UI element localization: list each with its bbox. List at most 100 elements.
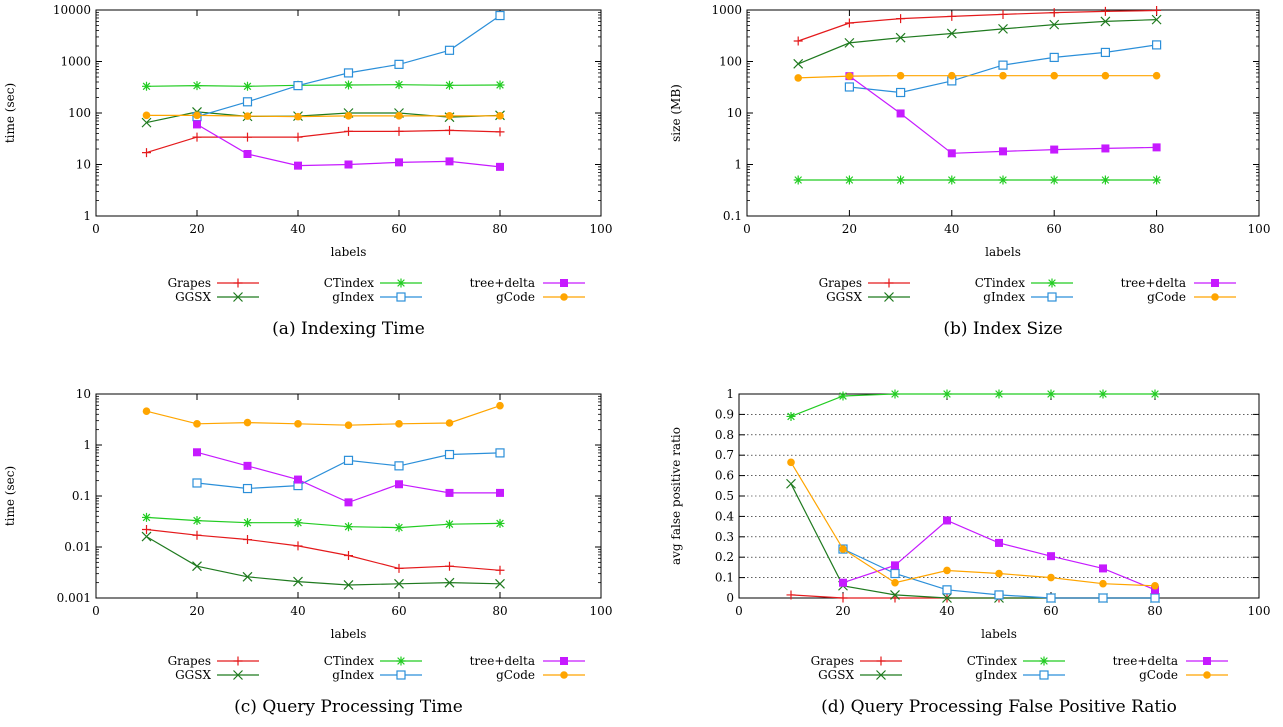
- data-point: [444, 577, 455, 588]
- data-point: [344, 421, 353, 429]
- y-axis-label: size (MB): [669, 84, 683, 142]
- data-point: [343, 580, 354, 590]
- data-point: [896, 175, 906, 185]
- data-point: [845, 72, 854, 80]
- legend-label: gCode: [496, 290, 535, 304]
- legend-marker: [396, 292, 406, 302]
- data-point: [1047, 552, 1055, 561]
- data-point: [243, 132, 252, 142]
- y-tick-label: 0.1: [723, 209, 742, 223]
- data-point: [1101, 71, 1110, 80]
- legend-label: CTindex: [324, 276, 375, 290]
- series-grapes: [793, 5, 1162, 46]
- series-gcode: [787, 458, 1159, 590]
- data-point: [193, 120, 201, 129]
- legend-marker: [233, 292, 243, 302]
- data-point: [394, 59, 404, 69]
- chart-panel-2: 0.1 1 10 100 1000 0 20 40 60 80 100 labels size (MB)…: [669, 3, 1270, 339]
- chart-caption: (b) Index Size: [943, 319, 1062, 339]
- data-point: [242, 97, 253, 107]
- data-point: [891, 578, 899, 587]
- y-tick-label: 10: [76, 387, 91, 401]
- data-point: [1099, 564, 1107, 573]
- legend-label: tree+delta: [1121, 276, 1186, 290]
- data-point: [293, 576, 303, 587]
- data-point: [445, 419, 454, 427]
- series-grapes: [142, 125, 505, 158]
- series-gindex: [844, 40, 1162, 98]
- data-point: [141, 531, 152, 542]
- data-point: [395, 480, 403, 489]
- data-point: [793, 36, 803, 46]
- series-gcode: [142, 111, 504, 121]
- data-point: [192, 530, 202, 540]
- legend-marker: [560, 671, 568, 679]
- legend-marker: [396, 278, 406, 288]
- data-point: [293, 541, 303, 551]
- y-tick-label: 0.1: [72, 489, 91, 503]
- series-ctindex: [793, 175, 1162, 185]
- data-point: [445, 125, 454, 135]
- legend-label: tree+delta: [470, 654, 535, 668]
- data-point: [243, 418, 252, 427]
- data-point: [243, 112, 252, 120]
- x-tick-label: 20: [189, 222, 204, 236]
- legend-label: GGSX: [175, 668, 211, 682]
- data-point: [1098, 593, 1108, 603]
- x-tick-label: 80: [492, 222, 507, 236]
- data-point: [395, 420, 403, 428]
- chart-caption: (c) Query Processing Time: [234, 697, 463, 717]
- data-point: [1150, 389, 1160, 399]
- data-point: [999, 71, 1007, 80]
- x-tick-label: 0: [92, 222, 100, 236]
- data-point: [294, 161, 302, 170]
- y-tick-label: 10: [727, 106, 742, 120]
- legend-label: gCode: [1147, 290, 1186, 304]
- y-tick-label: 10: [76, 158, 91, 172]
- data-point: [445, 561, 454, 571]
- series-line: [790, 393, 1155, 417]
- y-tick-label: 100: [719, 55, 742, 69]
- y-tick-label: 0.9: [715, 407, 734, 421]
- data-point: [344, 160, 353, 169]
- series-gcode: [142, 401, 504, 429]
- series-line: [146, 129, 501, 154]
- data-point: [445, 488, 454, 497]
- x-tick-label: 80: [492, 604, 507, 618]
- data-point: [293, 518, 303, 528]
- x-tick-label: 20: [189, 604, 204, 618]
- data-point: [998, 175, 1008, 185]
- series-line: [146, 84, 501, 87]
- legend-marker: [396, 656, 406, 666]
- legend-marker: [233, 670, 243, 680]
- legend-marker: [560, 293, 568, 301]
- data-point: [793, 175, 803, 185]
- series-gcode: [794, 71, 1161, 82]
- data-point: [1100, 6, 1110, 16]
- data-point: [192, 561, 202, 572]
- x-tick-label: 40: [290, 604, 305, 618]
- data-point: [344, 522, 353, 532]
- data-point: [896, 14, 906, 24]
- legend-marker: [1211, 293, 1219, 301]
- x-axis-label: labels: [331, 245, 367, 259]
- data-point: [890, 389, 900, 399]
- data-point: [1151, 585, 1159, 594]
- data-point: [896, 109, 905, 118]
- legend-marker: [1203, 657, 1211, 665]
- data-point: [394, 563, 404, 573]
- data-point: [193, 111, 201, 120]
- data-point: [786, 478, 796, 489]
- data-point: [394, 578, 404, 589]
- legend-marker: [1047, 292, 1057, 302]
- data-point: [294, 420, 302, 428]
- series-gindex: [192, 10, 505, 122]
- y-tick-label: 0.01: [64, 540, 91, 554]
- x-tick-label: 80: [1149, 222, 1164, 236]
- x-tick-label: 100: [590, 222, 613, 236]
- data-point: [395, 158, 403, 167]
- data-point: [444, 449, 455, 460]
- data-point: [294, 112, 302, 121]
- data-point: [394, 80, 404, 90]
